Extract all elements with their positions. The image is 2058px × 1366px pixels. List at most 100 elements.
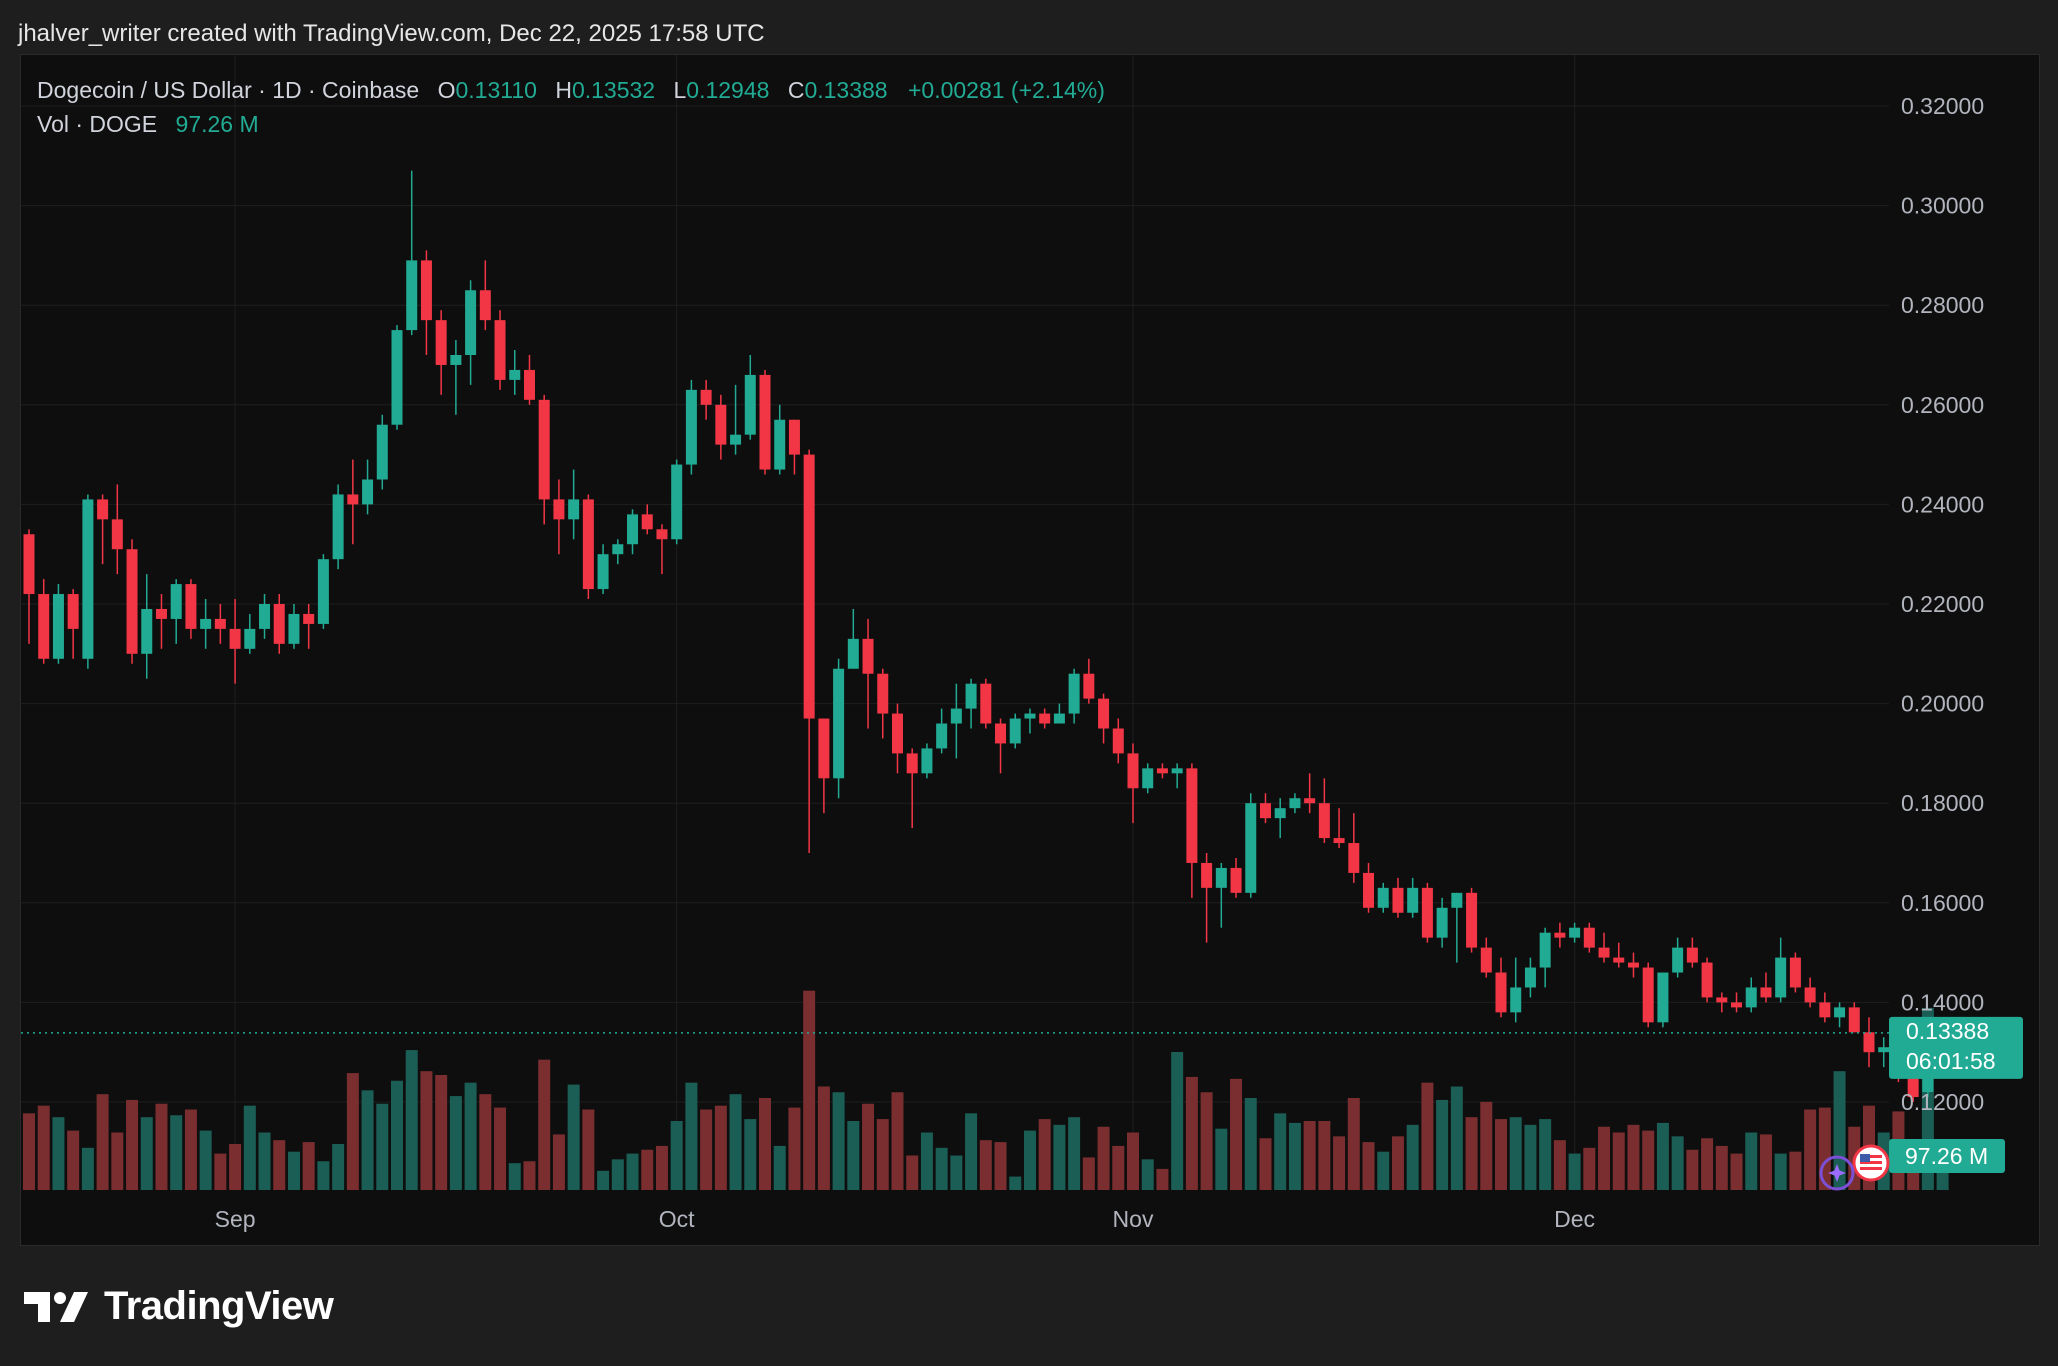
volume-bar [1789, 1151, 1802, 1190]
volume-bar [96, 1094, 109, 1190]
volume-bar [1097, 1126, 1110, 1190]
volume-bar [273, 1140, 286, 1190]
candle [1878, 1037, 1890, 1068]
low-value: 0.12948 [686, 77, 770, 103]
volume-bar [1715, 1145, 1728, 1190]
volume-bar [538, 1059, 551, 1190]
price-axis[interactable]: 0.32000 0.30000 0.28000 0.26000 0.24000 0.220… [1901, 93, 1984, 1115]
candle [1348, 813, 1360, 883]
volume-bar [788, 1107, 801, 1190]
candle [1495, 957, 1507, 1018]
volume-bar [1230, 1078, 1243, 1190]
volume-bar [641, 1149, 654, 1190]
candle [671, 459, 683, 545]
time-tick-label: Sep [215, 1206, 256, 1232]
volume-bar [67, 1130, 80, 1190]
candle [509, 350, 521, 395]
volume-bar [332, 1144, 345, 1190]
candle [288, 604, 300, 649]
candle [1583, 922, 1595, 953]
volume-bar [1539, 1119, 1552, 1190]
candle [200, 599, 212, 649]
volume-bar [1053, 1124, 1066, 1190]
candle [965, 678, 977, 729]
volume-bar [1745, 1132, 1758, 1190]
tradingview-logo-icon [24, 1291, 88, 1322]
candle [465, 280, 477, 385]
volume-bar [376, 1103, 389, 1190]
volume-bar [258, 1132, 271, 1190]
candle [1569, 922, 1581, 943]
candle [1731, 992, 1743, 1013]
volume-bar [1303, 1121, 1316, 1190]
volume-bar [435, 1075, 448, 1190]
candle [715, 394, 727, 460]
volume-bar [1465, 1117, 1478, 1190]
volume-bar [1274, 1113, 1287, 1190]
chart-panel[interactable]: 0.32000 0.30000 0.28000 0.26000 0.24000 0.220… [20, 54, 2040, 1246]
price-tick-label: 0.24000 [1901, 491, 1984, 517]
candle [1642, 962, 1654, 1028]
candle [1672, 937, 1684, 978]
candle [1068, 668, 1080, 724]
candle [1598, 932, 1610, 963]
volume-bar [52, 1117, 65, 1190]
volume-bar [1038, 1119, 1051, 1190]
candle [891, 703, 903, 774]
volume-bar [582, 1109, 595, 1190]
volume-bar [832, 1092, 845, 1190]
price-tick-label: 0.14000 [1901, 989, 1984, 1015]
sparkle-icon[interactable] [1819, 1155, 1855, 1191]
candle [273, 594, 285, 654]
candle [1201, 853, 1213, 943]
candle [97, 494, 109, 565]
volume-bar [700, 1109, 713, 1190]
candle [700, 379, 712, 420]
volume-title[interactable]: Vol · DOGE [37, 111, 158, 137]
volume-bar [464, 1082, 477, 1190]
candle [1156, 763, 1168, 779]
volume-bar [920, 1132, 933, 1190]
time-axis[interactable]: Sep Oct Nov Dec [215, 1206, 1595, 1232]
brand-footer[interactable]: TradingView [24, 1284, 334, 1329]
volume-bar [1141, 1159, 1154, 1190]
volume-bar [1023, 1130, 1036, 1190]
time-tick-label: Nov [1113, 1206, 1154, 1232]
candle [1083, 658, 1095, 704]
volume-label: 97.26 M [1889, 1139, 2005, 1173]
candle [1421, 882, 1433, 943]
candle [1333, 808, 1345, 849]
candle [833, 658, 845, 799]
open-value: 0.13110 [455, 77, 537, 103]
candle [523, 355, 535, 405]
open-label: O [437, 77, 456, 103]
volume-bar [1288, 1122, 1301, 1190]
candle [1819, 992, 1831, 1023]
volume-bar [1171, 1052, 1184, 1190]
candle [170, 579, 182, 644]
symbol-title[interactable]: Dogecoin / US Dollar · 1D · Coinbase [37, 77, 420, 103]
volume-bar [1612, 1132, 1625, 1190]
us-flag-icon[interactable] [1852, 1144, 1890, 1182]
volume-bar [155, 1103, 168, 1190]
candlestick-chart[interactable]: 0.32000 0.30000 0.28000 0.26000 0.24000 0.220… [21, 55, 2039, 1245]
candle [1863, 1017, 1875, 1068]
candle [494, 310, 506, 390]
candle [1686, 937, 1698, 968]
volume-bar [229, 1144, 242, 1190]
candle [259, 594, 271, 639]
volume-bar [111, 1132, 124, 1190]
candle [1627, 952, 1639, 978]
chart-legend: Dogecoin / US Dollar · 1D · Coinbase O0.… [37, 73, 1105, 141]
volume-bar [817, 1086, 830, 1190]
volume-bar [287, 1151, 300, 1190]
candle [1701, 957, 1713, 1003]
ohlc-row: Dogecoin / US Dollar · 1D · Coinbase O0.… [37, 73, 1105, 107]
volume-bar [126, 1099, 139, 1190]
volume-bar [1642, 1130, 1655, 1190]
volume-bar [214, 1153, 227, 1190]
volume-bar [1377, 1151, 1390, 1190]
candle [23, 529, 35, 644]
volume-bar [655, 1145, 668, 1190]
volume-bar [1598, 1126, 1611, 1190]
